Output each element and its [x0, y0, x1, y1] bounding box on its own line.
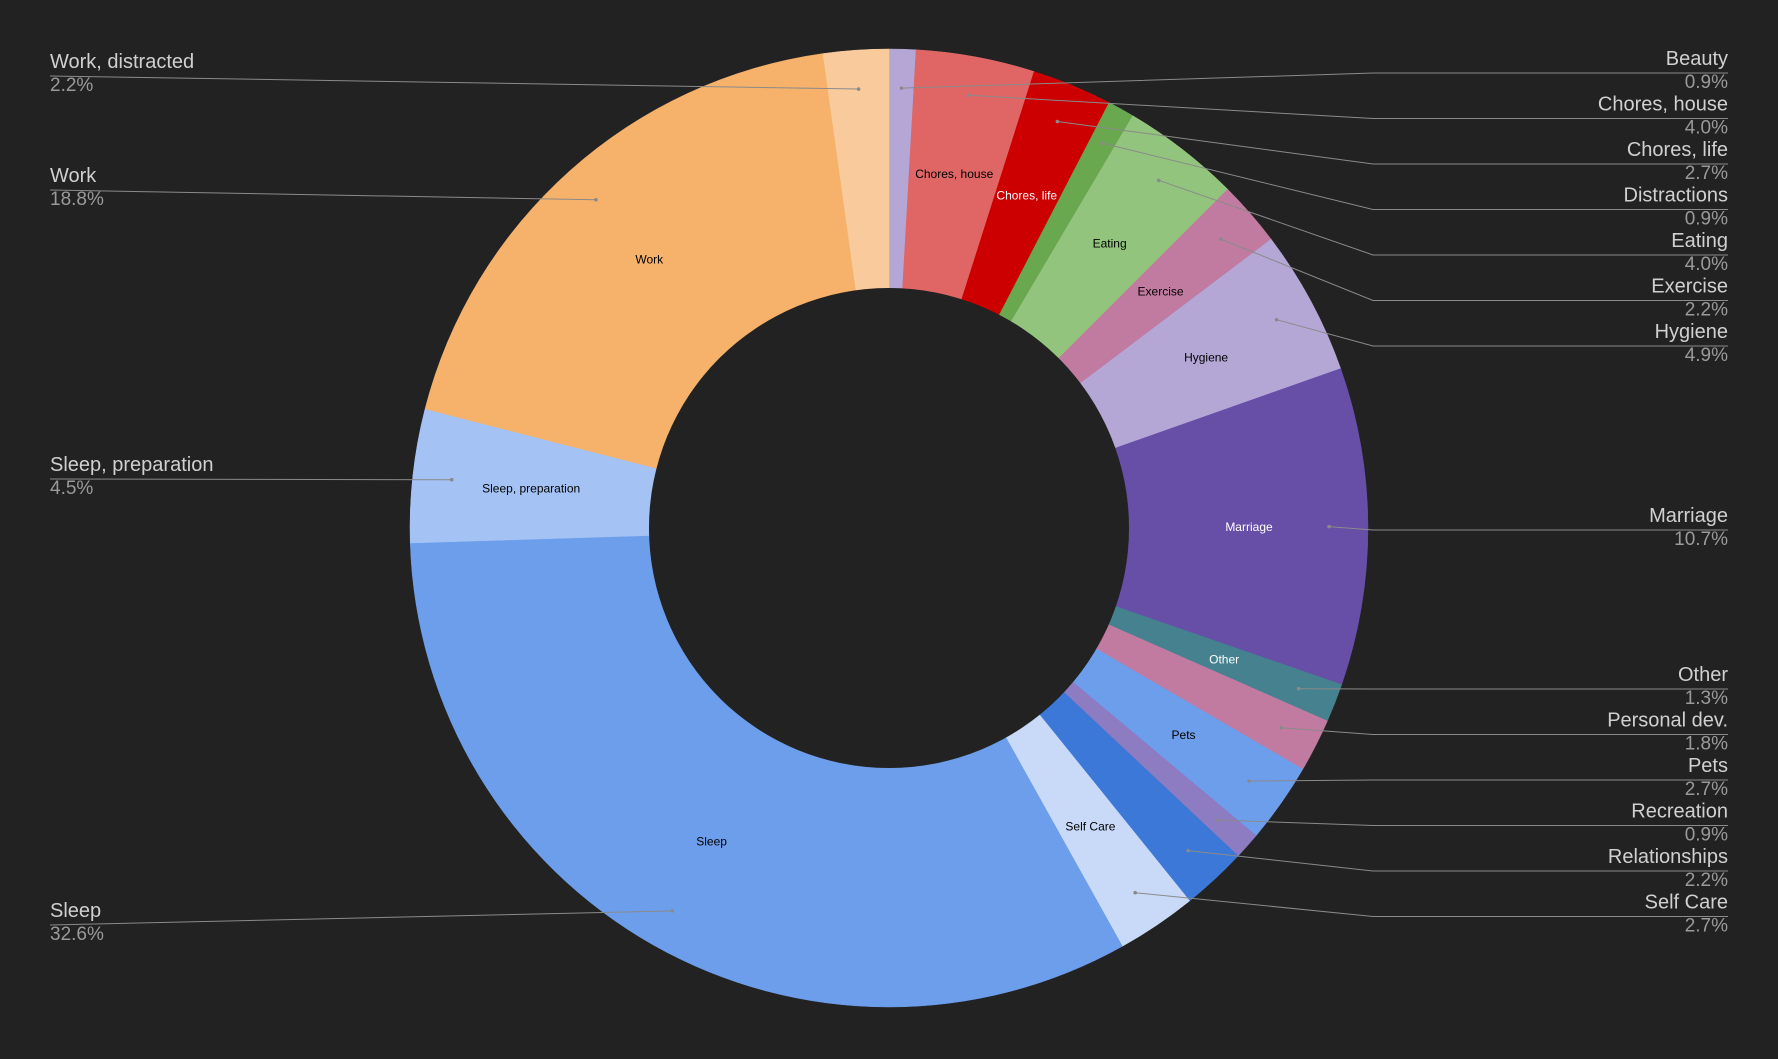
- leader-line-work-distracted: [49, 75, 859, 90]
- legend-label-marriage: Marriage: [1649, 505, 1728, 527]
- legend-percent-work: 18.8%: [50, 189, 104, 210]
- leader-dot-distractions: [1100, 141, 1104, 145]
- leader-dot-other: [1296, 686, 1301, 691]
- slice-label-self-care: Self Care: [1065, 819, 1115, 833]
- leader-dot-chores-life: [1055, 119, 1060, 124]
- slice-label-exercise: Exercise: [1138, 285, 1184, 299]
- legend-percent-work-distracted: 2.2%: [50, 75, 93, 96]
- legend-percent-beauty: 0.9%: [1685, 72, 1728, 93]
- slice-label-chores-house: Chores, house: [915, 167, 993, 181]
- donut-hole: [649, 288, 1129, 768]
- leader-dot-relationships: [1186, 848, 1190, 853]
- legend-label-relationships: Relationships: [1608, 846, 1728, 868]
- leader-line-beauty: [901, 72, 1728, 89]
- slice-label-work: Work: [635, 252, 664, 266]
- legend-label-exercise: Exercise: [1651, 276, 1728, 298]
- legend-label-recreation: Recreation: [1631, 801, 1728, 823]
- leader-dot-personal-dev: [1279, 725, 1283, 730]
- slice-label-pets: Pets: [1172, 728, 1196, 742]
- leader-line-work: [49, 189, 596, 201]
- legend-label-eating: Eating: [1671, 230, 1728, 252]
- legend-percent-self-care: 2.7%: [1685, 916, 1728, 937]
- legend-percent-pets: 2.7%: [1685, 779, 1728, 800]
- leader-line-marriage: [1328, 526, 1728, 531]
- leader-dot-work-distracted: [856, 87, 861, 91]
- legend-label-distractions: Distractions: [1624, 185, 1728, 207]
- legend-percent-hygiene: 4.9%: [1685, 345, 1728, 366]
- slice-label-sleep-preparation: Sleep, preparation: [482, 481, 580, 495]
- legend-label-sleep: Sleep: [50, 900, 101, 922]
- leader-dot-recreation: [1216, 818, 1220, 822]
- slice-work: [424, 53, 857, 469]
- slice-label-chores-life: Chores, life: [996, 188, 1057, 202]
- slice-label-other: Other: [1209, 652, 1239, 666]
- leader-dot-pets: [1247, 779, 1251, 783]
- leader-dot-work: [594, 197, 598, 202]
- legend-label-beauty: Beauty: [1666, 48, 1728, 70]
- legend-label-work-distracted: Work, distracted: [50, 51, 194, 73]
- legend-label-hygiene: Hygiene: [1655, 321, 1728, 343]
- leader-line-personal-dev: [1281, 727, 1728, 735]
- legend-percent-distractions: 0.9%: [1685, 209, 1728, 230]
- slice-label-eating: Eating: [1093, 237, 1127, 251]
- leader-dot-eating: [1156, 178, 1161, 183]
- leader-line-distractions: [1102, 142, 1728, 210]
- leader-line-pets: [1248, 779, 1728, 782]
- legend-percent-relationships: 2.2%: [1685, 870, 1728, 891]
- legend-label-sleep-preparation: Sleep, preparation: [50, 454, 213, 476]
- leader-line-recreation: [1218, 819, 1728, 826]
- leader-dot-sleep: [670, 909, 674, 913]
- legend-label-pets: Pets: [1688, 755, 1728, 777]
- legend-percent-personal-dev: 1.8%: [1685, 734, 1728, 755]
- leader-dot-hygiene: [1274, 317, 1279, 322]
- legend-percent-eating: 4.0%: [1685, 254, 1728, 275]
- leader-line-sleep-preparation: [49, 478, 452, 481]
- leader-line-self-care: [1135, 892, 1728, 917]
- leader-dot-beauty: [899, 86, 904, 90]
- leader-line-relationships: [1188, 850, 1728, 872]
- slice-label-marriage: Marriage: [1225, 520, 1273, 534]
- slice-label-hygiene: Hygiene: [1184, 351, 1228, 365]
- leader-line-chores-house: [968, 94, 1728, 119]
- legend-label-work: Work: [50, 165, 97, 187]
- legend-percent-chores-house: 4.0%: [1685, 118, 1728, 139]
- legend-label-self-care: Self Care: [1645, 892, 1728, 914]
- slice-label-sleep: Sleep: [696, 834, 727, 848]
- leader-lines-group: [49, 72, 1728, 926]
- leader-line-eating: [1158, 179, 1728, 256]
- slices-group: [409, 48, 1369, 1008]
- legend-label-chores-house: Chores, house: [1598, 94, 1728, 116]
- legend-label-other: Other: [1678, 664, 1728, 686]
- leader-line-sleep: [49, 910, 673, 926]
- leader-line-chores-life: [1057, 120, 1728, 165]
- legend-percent-chores-life: 2.7%: [1685, 163, 1728, 184]
- legend-percent-exercise: 2.2%: [1685, 300, 1728, 321]
- leader-dot-marriage: [1327, 524, 1331, 529]
- legend-percent-sleep: 32.6%: [50, 924, 104, 945]
- leader-dot-chores-house: [966, 93, 971, 98]
- leader-dot-self-care: [1133, 890, 1137, 895]
- legend-label-chores-life: Chores, life: [1627, 139, 1728, 161]
- legend-label-personal-dev: Personal dev.: [1607, 710, 1728, 732]
- legend-percent-marriage: 10.7%: [1674, 529, 1728, 550]
- leader-line-exercise: [1220, 238, 1728, 301]
- leader-dot-sleep-preparation: [449, 477, 454, 482]
- leader-line-hygiene: [1276, 319, 1728, 347]
- legend-percent-sleep-preparation: 4.5%: [50, 478, 93, 499]
- legend-percent-recreation: 0.9%: [1685, 825, 1728, 846]
- legend-percent-other: 1.3%: [1685, 688, 1728, 709]
- leader-dot-exercise: [1219, 237, 1223, 241]
